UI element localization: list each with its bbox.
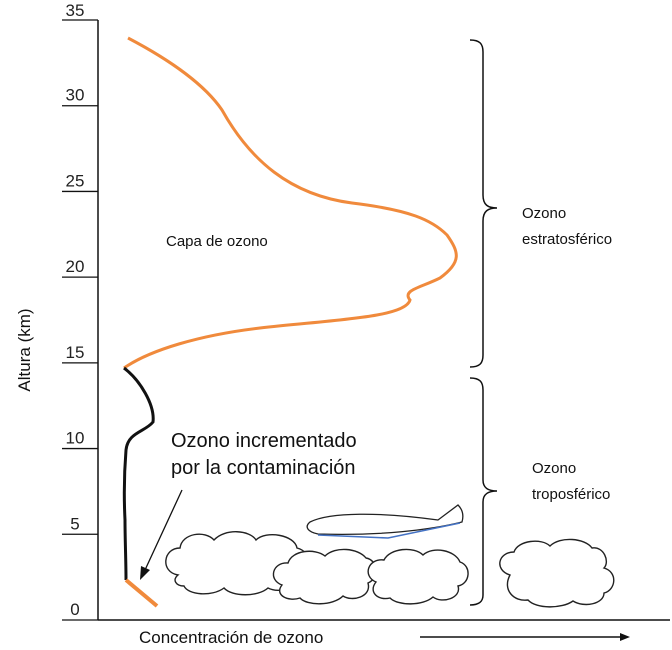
y-tick-label: 5 <box>70 514 79 533</box>
stratospheric-label-line2: estratosférico <box>522 231 612 248</box>
y-tick-label: 35 <box>66 1 85 20</box>
tropospheric-label-line2: troposférico <box>532 486 610 503</box>
pollution-label-line2: por la contaminación <box>171 457 356 479</box>
cloud-icon <box>499 538 615 608</box>
cloud-icon <box>367 548 469 605</box>
pollution-arrow <box>140 489 183 580</box>
y-tick-label: 25 <box>66 171 85 190</box>
y-tick-label: 20 <box>66 257 85 276</box>
troposphere-brace-icon <box>469 377 498 606</box>
arrow-right-icon <box>420 633 630 641</box>
tropospheric-ozone-curve <box>122 366 155 581</box>
y-tick-label: 30 <box>66 86 85 105</box>
surface-ozone-segment <box>124 578 159 608</box>
pollution-label-line1: Ozono incrementado <box>171 430 357 452</box>
stratospheric-label-line1: Ozono <box>522 205 566 222</box>
tropospheric-label-line1: Ozono <box>532 460 576 477</box>
stratospheric-ozone-curve <box>123 36 458 370</box>
y-tick-label: 15 <box>66 343 85 362</box>
x-axis-title: Concentración de ozono <box>139 628 323 647</box>
y-axis-ticks: 0 5 10 15 20 25 30 35 <box>62 1 98 621</box>
y-tick-label: 0 <box>70 600 79 619</box>
airplane-icon <box>306 504 464 539</box>
stratosphere-brace-icon <box>469 39 498 368</box>
y-tick-label: 10 <box>66 429 85 448</box>
y-axis-title: Altura (km) <box>15 308 34 391</box>
ozone-layer-label: Capa de ozono <box>166 233 268 250</box>
